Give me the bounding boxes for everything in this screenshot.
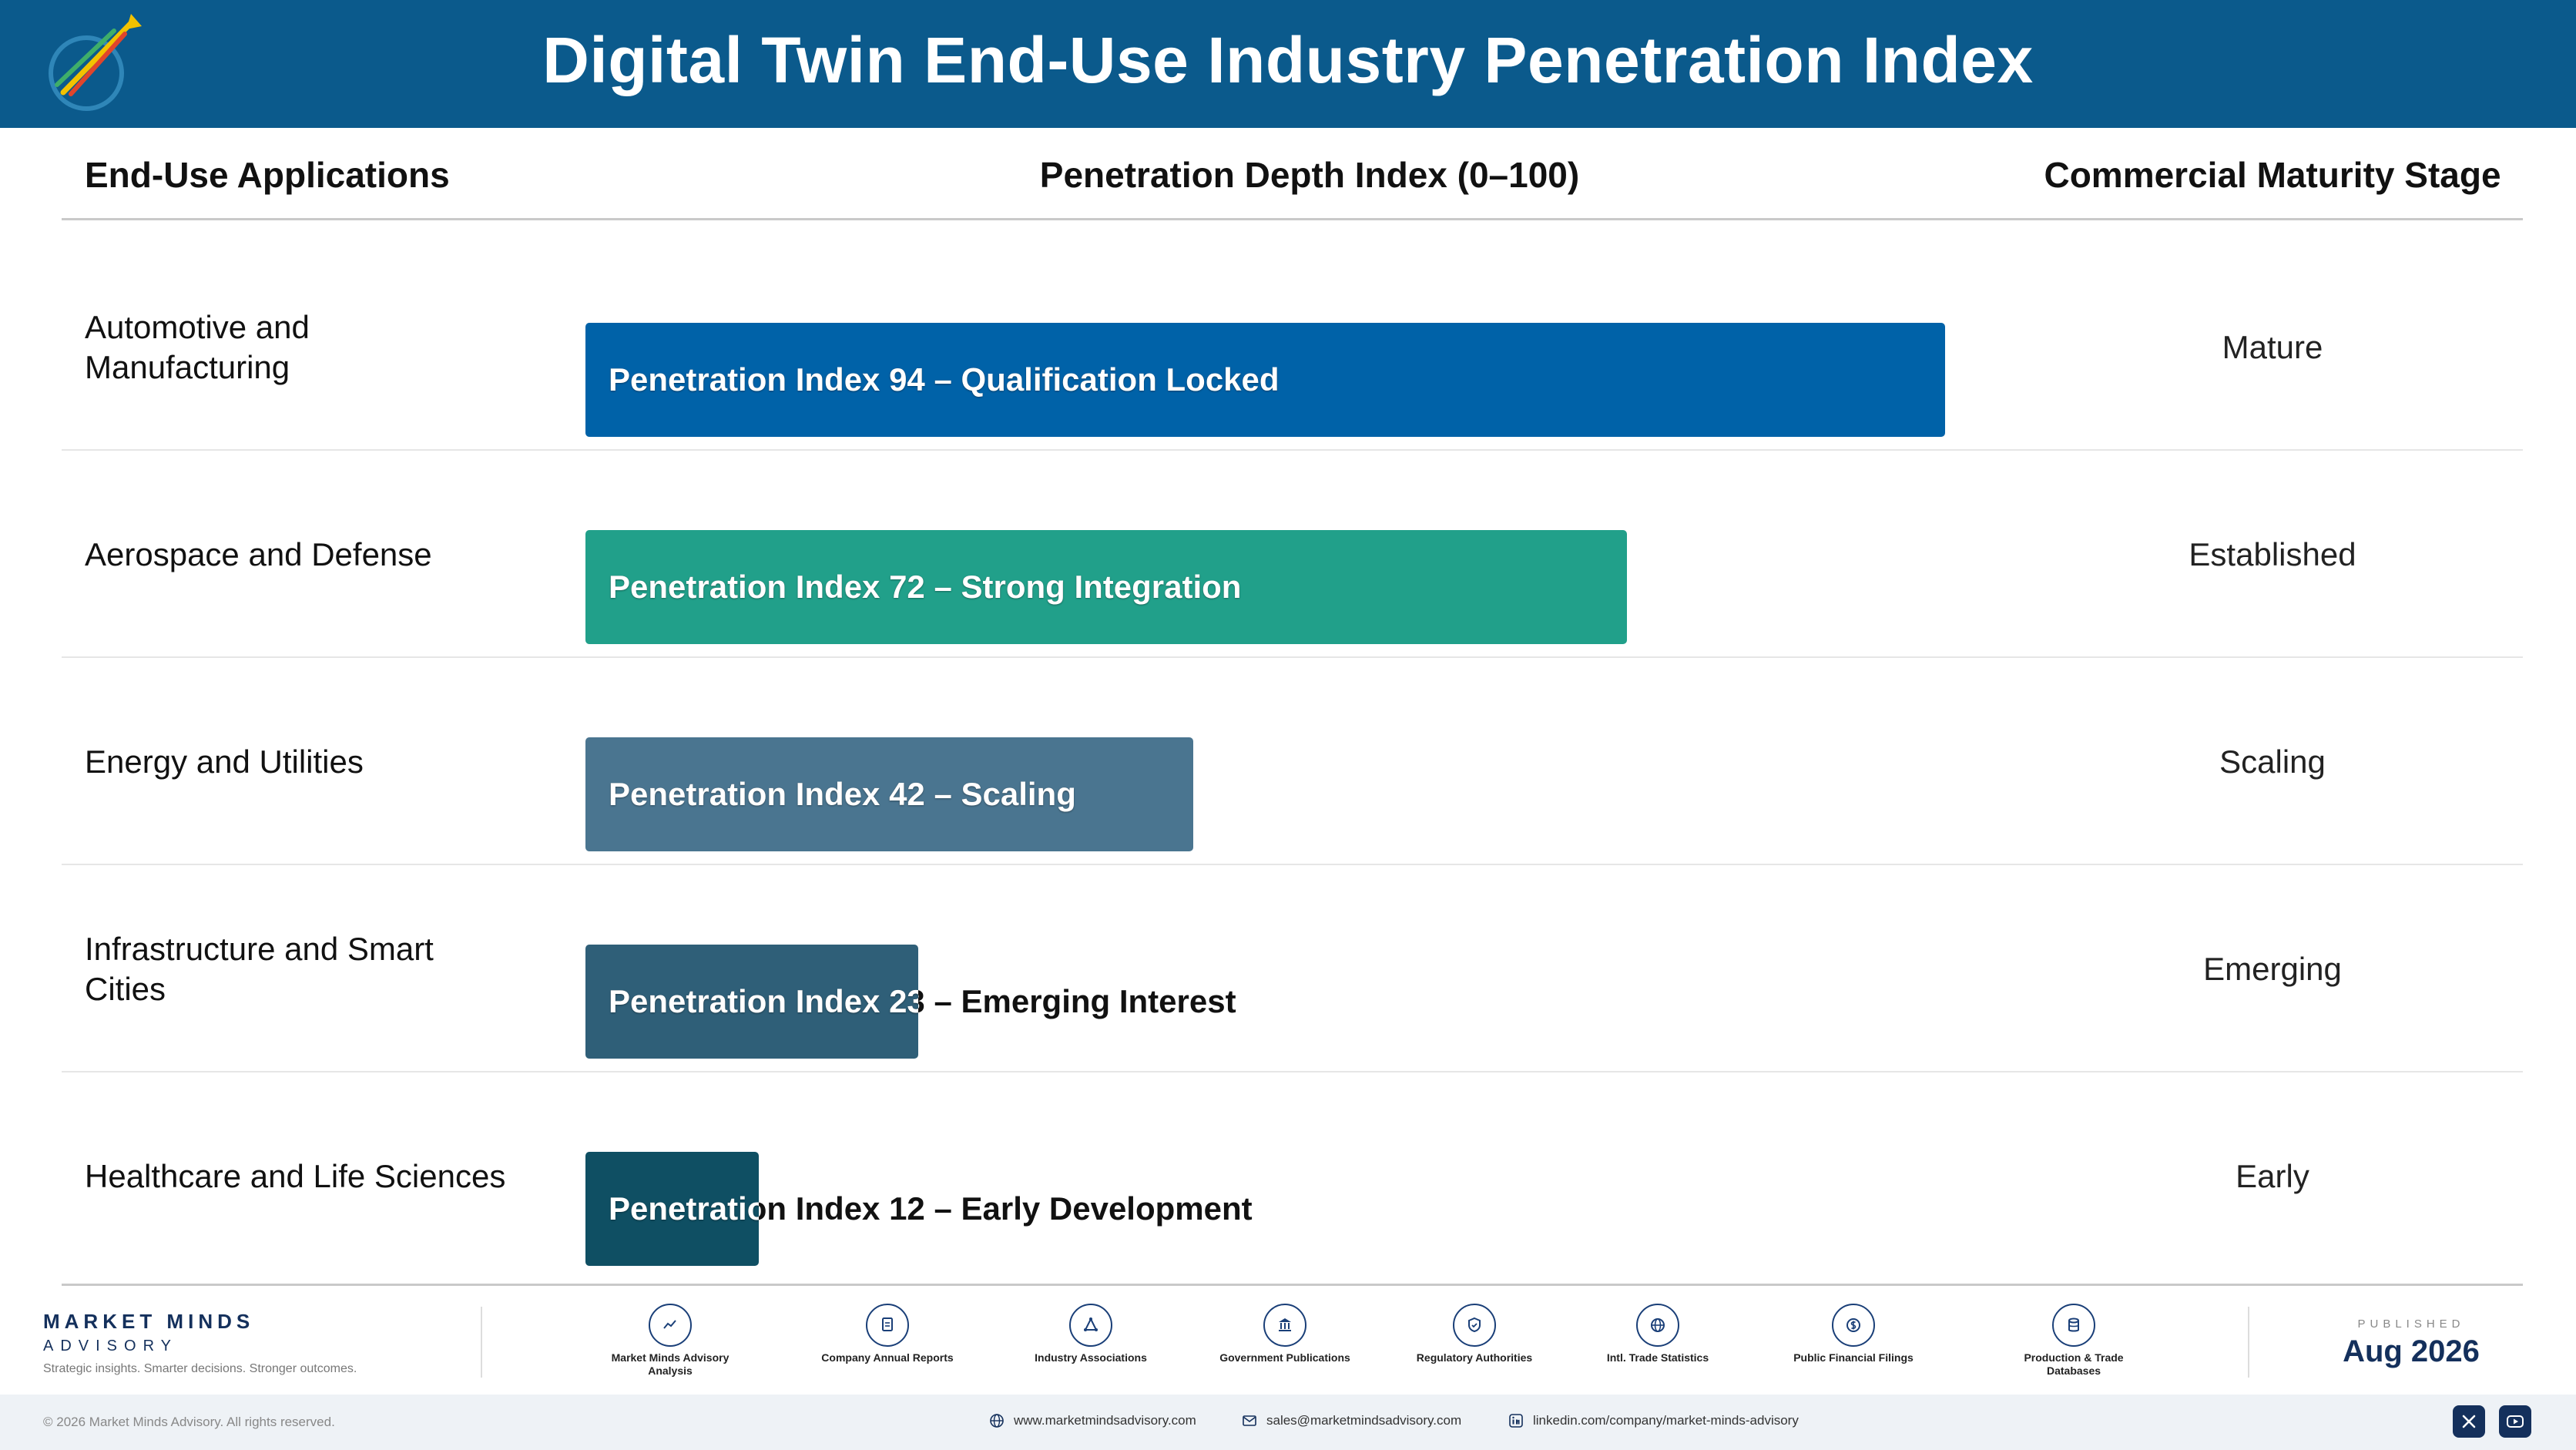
source-label: Production & Trade Databases (2024, 1351, 2124, 1377)
header-divider (62, 218, 2523, 220)
bar-data-label-inside: Penetration Index 12 – Early Development (609, 1190, 759, 1227)
email-link[interactable]: sales@marketmindsadvisory.com (1242, 1413, 1461, 1428)
column-header-stage: Commercial Maturity Stage (2044, 155, 2501, 195)
website-text: www.marketmindsadvisory.com (1014, 1413, 1196, 1428)
source-item: Intl. Trade Statistics (1581, 1304, 1735, 1364)
category-label: Infrastructure and Smart Cities (85, 931, 434, 1007)
source-label: Regulatory Authorities (1416, 1351, 1533, 1364)
chart-row: Energy and Utilities Penetration Index 42… (62, 659, 2523, 865)
index-bar (585, 1152, 759, 1266)
index-bar (585, 530, 1627, 644)
maturity-stage: Emerging (2203, 951, 2342, 987)
column-header-index: Penetration Depth Index (0–100) (1039, 155, 1580, 195)
maturity-stage: Mature (2222, 329, 2323, 365)
page-title: Digital Twin End-Use Industry Penetratio… (542, 24, 2034, 96)
mail-icon (1243, 1415, 1256, 1426)
index-bar (585, 737, 1193, 851)
source-item: Regulatory Authorities (1397, 1304, 1551, 1364)
source-label: Company Annual Reports (821, 1351, 954, 1364)
bar-data-label-overlay: Penetration Index 72 – Strong Integratio… (585, 530, 1627, 644)
bar-data-label-overlay: Penetration Index 12 – Early Development (585, 1152, 759, 1266)
bar-data-label-overlay: Penetration Index 42 – Scaling (585, 737, 1193, 851)
footer-divider (2248, 1307, 2249, 1378)
source-item: Production & Trade Databases (1997, 1304, 2151, 1378)
bar-data-label: Penetration Index 94 – Qualification Loc… (609, 361, 1280, 398)
network-icon (1069, 1304, 1112, 1347)
bar-data-label-inside: Penetration Index 94 – Qualification Loc… (609, 361, 1280, 398)
bar-data-label: Penetration Index 72 – Strong Integratio… (609, 569, 1242, 605)
linkedin-icon (1509, 1414, 1523, 1428)
brand-subtitle: ADVISORY (43, 1338, 178, 1354)
x-icon (2462, 1415, 2476, 1428)
published-date: Aug 2026 (2343, 1334, 2480, 1368)
linkedin-link[interactable]: linkedin.com/company/market-minds-adviso… (1508, 1413, 1799, 1428)
company-logo (49, 14, 142, 111)
category-label: Healthcare and Life Sciences (85, 1158, 506, 1194)
trend-chart-icon (649, 1304, 692, 1347)
row-divider (62, 449, 2523, 451)
bar-data-label-inside: Penetration Index 42 – Scaling (609, 776, 1076, 812)
category-label: Automotive and Manufacturing (85, 309, 310, 385)
footer-contact-strip: © 2026 Market Minds Advisory. All rights… (0, 1395, 2576, 1450)
globe-icon (990, 1414, 1004, 1428)
bar-data-label-inside: Penetration Index 72 – Strong Integratio… (609, 569, 1242, 605)
row-divider (62, 656, 2523, 658)
source-label: Government Publications (1219, 1351, 1350, 1364)
page-header: Digital Twin End-Use Industry Penetratio… (0, 0, 2576, 128)
maturity-stage: Established (2189, 536, 2356, 572)
website-link[interactable]: www.marketmindsadvisory.com (989, 1413, 1196, 1428)
copyright: © 2026 Market Minds Advisory. All rights… (43, 1415, 335, 1429)
source-item: Public Financial Filings (1776, 1304, 1930, 1364)
source-item: Market Minds Advisory Analysis (593, 1304, 747, 1378)
shield-icon (1453, 1304, 1496, 1347)
chart-bottom-divider (62, 1284, 2523, 1286)
footer-divider (481, 1307, 482, 1378)
youtube-social-button[interactable] (2499, 1405, 2531, 1438)
bar-data-label: Penetration Index 12 – Early Development (609, 1190, 1253, 1227)
row-divider (62, 1071, 2523, 1072)
bar-data-label-overlay: Penetration Index 23 – Emerging Interest (585, 945, 918, 1059)
source-label: Intl. Trade Statistics (1606, 1351, 1709, 1364)
maturity-stage: Early (2236, 1158, 2309, 1194)
bar-data-label-inside: Penetration Index 23 – Emerging Interest (609, 983, 918, 1019)
source-item: Company Annual Reports (810, 1304, 964, 1364)
dollar-coin-icon (1832, 1304, 1875, 1347)
document-icon (866, 1304, 909, 1347)
chart-row: Automotive and Manufacturing Penetration … (62, 244, 2523, 451)
chart-row: Healthcare and Life Sciences Penetration … (62, 1073, 2523, 1280)
globe-icon (1636, 1304, 1679, 1347)
linkedin-text: linkedin.com/company/market-minds-adviso… (1533, 1413, 1799, 1428)
source-label: Industry Associations (1035, 1351, 1147, 1364)
index-bar (585, 945, 918, 1059)
source-item: Industry Associations (1014, 1304, 1168, 1364)
category-label: Aerospace and Defense (85, 536, 432, 572)
government-building-icon (1263, 1304, 1306, 1347)
source-label: Public Financial Filings (1793, 1351, 1914, 1364)
chart-row: Aerospace and Defense Penetration Index 7… (62, 451, 2523, 658)
column-header-applications: End-Use Applications (85, 155, 450, 195)
x-social-button[interactable] (2453, 1405, 2485, 1438)
index-bar (585, 323, 1945, 437)
bar-data-label-overlay: Penetration Index 94 – Qualification Loc… (585, 323, 1945, 437)
source-label: Market Minds Advisory Analysis (611, 1351, 730, 1377)
published-label: PUBLISHED (2357, 1317, 2465, 1331)
category-label: Energy and Utilities (85, 743, 364, 780)
youtube-icon (2507, 1415, 2524, 1428)
brand-tagline: Strategic insights. Smarter decisions. S… (43, 1362, 357, 1375)
bar-data-label: Penetration Index 42 – Scaling (609, 776, 1076, 812)
email-text: sales@marketmindsadvisory.com (1266, 1413, 1462, 1428)
brand-name: MARKET MINDS (43, 1310, 255, 1333)
row-divider (62, 864, 2523, 865)
database-icon (2052, 1304, 2095, 1347)
chart-row: Infrastructure and Smart Cities Penetrati… (62, 866, 2523, 1072)
maturity-stage: Scaling (2219, 743, 2326, 780)
source-item: Government Publications (1208, 1304, 1362, 1364)
bar-data-label: Penetration Index 23 – Emerging Interest (609, 983, 1236, 1019)
